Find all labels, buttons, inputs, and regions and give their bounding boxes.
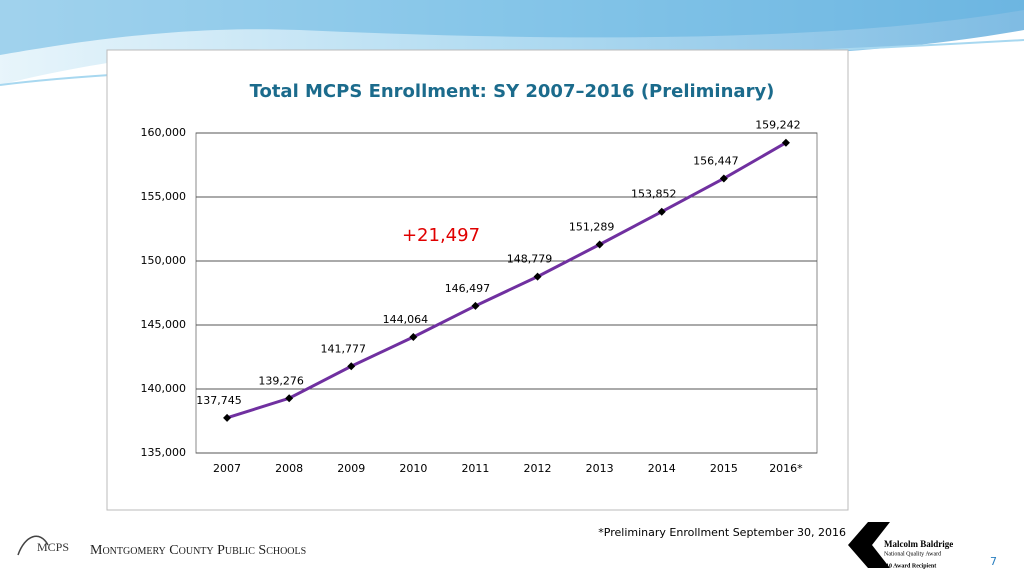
- award-mark: [848, 522, 890, 568]
- x-tick-label: 2015: [710, 462, 738, 475]
- marker: [719, 174, 728, 183]
- chart-title: Total MCPS Enrollment: SY 2007–2016 (Pre…: [250, 81, 775, 102]
- marker: [285, 394, 294, 403]
- x-tick-label: 2010: [399, 462, 427, 475]
- data-label: 146,497: [445, 282, 491, 295]
- y-tick-label: 145,000: [141, 318, 187, 331]
- marker: [471, 301, 480, 310]
- footnote: *Preliminary Enrollment September 30, 20…: [598, 526, 846, 539]
- y-tick-label: 140,000: [141, 382, 187, 395]
- x-tick-label: 2014: [648, 462, 676, 475]
- logo-short: MCPS: [37, 540, 69, 554]
- x-tick-label: 2013: [586, 462, 614, 475]
- y-tick-label: 155,000: [141, 190, 187, 203]
- x-tick-label: 2011: [461, 462, 489, 475]
- line: [226, 141, 787, 420]
- marker: [657, 207, 666, 216]
- marker: [409, 332, 418, 341]
- y-tick-label: 160,000: [141, 126, 187, 139]
- y-tick-label: 135,000: [141, 446, 187, 459]
- chart-frame: [106, 49, 849, 511]
- marker: [595, 240, 604, 249]
- x-tick-label: 2007: [213, 462, 241, 475]
- page-number: 7: [990, 555, 997, 568]
- data-label: 139,276: [258, 374, 304, 387]
- data-label: 144,064: [383, 313, 429, 326]
- plot: 135,000 140,000 145,000 150,000 155,000 160,0…: [141, 119, 818, 475]
- data-label: 151,289: [569, 221, 615, 234]
- header-wave: [0, 0, 1024, 55]
- x-tick-label: 2012: [524, 462, 552, 475]
- data-label: 159,242: [755, 119, 801, 132]
- award-subtitle: National Quality Award: [884, 551, 941, 557]
- award-year: 2010 Award Recipient: [880, 563, 936, 569]
- data-label: 153,852: [631, 188, 677, 201]
- y-tick-label: 150,000: [141, 254, 187, 267]
- data-label: 148,779: [507, 253, 553, 266]
- x-tick-label: 2008: [275, 462, 303, 475]
- annotation: +21,497: [402, 225, 480, 246]
- marker: [223, 413, 232, 422]
- marker: [347, 362, 356, 371]
- x-tick-label: 2009: [337, 462, 365, 475]
- logo-name: Montgomery County Public Schools: [90, 543, 306, 558]
- award-name: Malcolm Baldrige: [884, 539, 953, 549]
- data-label: 137,745: [196, 394, 242, 407]
- x-tick-label: 2016*: [769, 462, 803, 475]
- data-label: 156,447: [693, 154, 739, 167]
- logo-mark: [17, 535, 49, 556]
- marker: [781, 138, 790, 147]
- marker: [533, 272, 542, 281]
- data-label: 141,777: [321, 342, 367, 355]
